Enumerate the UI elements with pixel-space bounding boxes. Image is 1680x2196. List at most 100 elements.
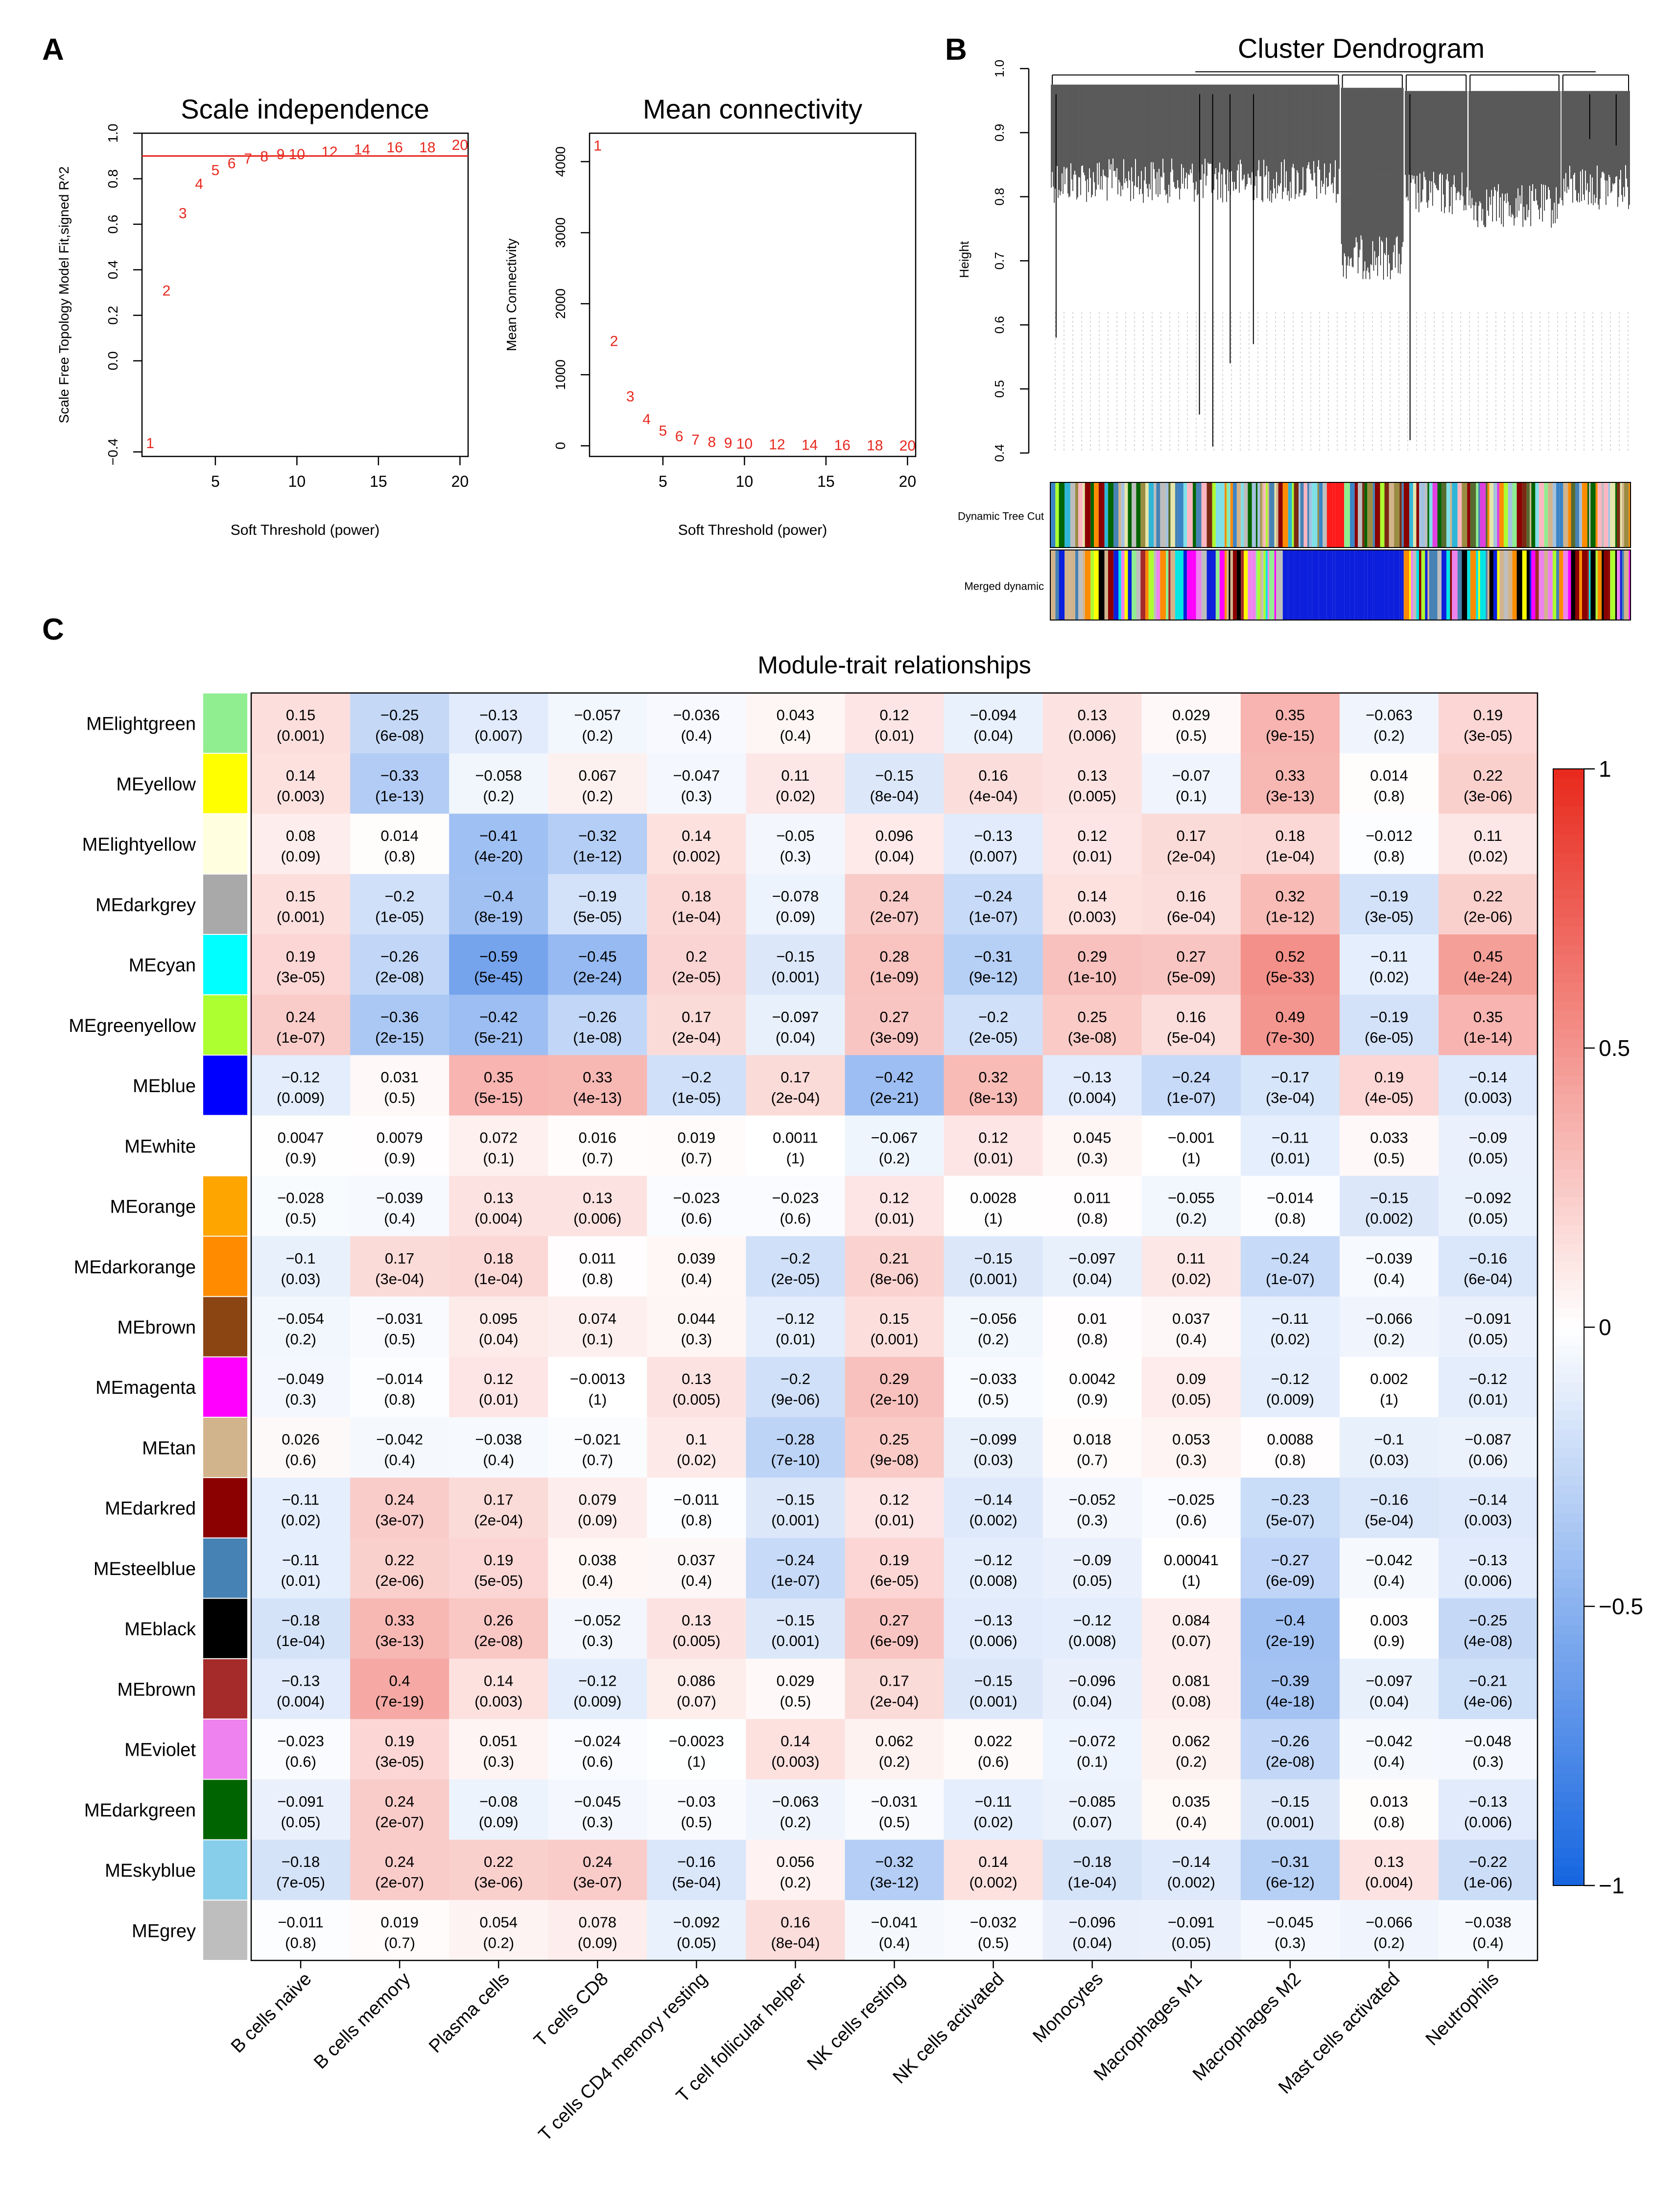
module-color-bar bbox=[1462, 482, 1467, 548]
heatmap-cell bbox=[944, 1839, 1043, 1901]
module-label: MEblack bbox=[124, 1619, 196, 1640]
module-color-bar bbox=[1154, 550, 1157, 620]
y-tick-label: 4000 bbox=[553, 146, 568, 177]
module-color-bar bbox=[1486, 550, 1488, 620]
colorbar-segment bbox=[1553, 1271, 1584, 1281]
colorbar-segment bbox=[1553, 936, 1584, 946]
cell-correlation: 0.062 bbox=[875, 1733, 914, 1750]
heatmap-cell bbox=[1339, 1779, 1439, 1840]
module-label: MEdarkorange bbox=[74, 1257, 196, 1278]
colorbar-segment bbox=[1553, 1262, 1584, 1272]
colorbar-segment bbox=[1553, 1597, 1584, 1607]
cell-pvalue: (1e-07) bbox=[969, 908, 1018, 925]
module-color-bar bbox=[1085, 482, 1091, 548]
module-color-bar bbox=[1552, 482, 1557, 548]
heatmap-cell bbox=[746, 1538, 846, 1599]
module-color-bar bbox=[1427, 550, 1429, 620]
heatmap-cell bbox=[350, 1115, 450, 1176]
module-color-bar bbox=[1476, 482, 1479, 548]
module-color-bar bbox=[1608, 482, 1610, 548]
module-color-bar bbox=[1452, 482, 1458, 548]
cell-pvalue: (0.2) bbox=[978, 1331, 1009, 1348]
heatmap-cell bbox=[1042, 753, 1142, 814]
colorbar-segment bbox=[1553, 1104, 1584, 1114]
colorbar-segment bbox=[1553, 778, 1584, 788]
colorbar-segment bbox=[1553, 1681, 1584, 1691]
cell-pvalue: (2e-08) bbox=[375, 969, 424, 986]
y-tick-label: 0.4 bbox=[105, 260, 120, 279]
cell-pvalue: (0.3) bbox=[1077, 1512, 1108, 1529]
cell-correlation: 0.45 bbox=[1473, 948, 1503, 965]
cell-pvalue: (0.04) bbox=[1369, 1693, 1409, 1710]
heatmap-cell bbox=[1339, 813, 1439, 875]
cell-correlation: −0.18 bbox=[1073, 1853, 1111, 1870]
heatmap-cell bbox=[845, 813, 945, 875]
colorbar-segment bbox=[1553, 1002, 1584, 1011]
heatmap-cell bbox=[1141, 753, 1241, 814]
colorbar-segment bbox=[1553, 1606, 1584, 1616]
module-label: MEgreenyellow bbox=[69, 1016, 196, 1036]
heatmap-cell bbox=[350, 874, 450, 935]
cell-correlation: −0.056 bbox=[970, 1310, 1017, 1327]
module-color-bar bbox=[1307, 550, 1309, 620]
cluster-dendrogram: Cluster Dendrogram Height 0.4 0.5 0.6 0.7 0.8 0… bbox=[957, 33, 1631, 621]
heatmap-cell bbox=[944, 1357, 1043, 1418]
colorbar-segment bbox=[1553, 1095, 1584, 1104]
heatmap-cell bbox=[1438, 1055, 1538, 1116]
cell-correlation: 0.17 bbox=[1177, 827, 1206, 844]
module-color-bar bbox=[1354, 482, 1358, 548]
module-color-bar bbox=[1476, 550, 1479, 620]
heatmap-cell bbox=[1141, 1719, 1241, 1780]
module-color-bar bbox=[1168, 550, 1171, 620]
module-color-bar bbox=[1118, 482, 1121, 548]
heatmap-cell bbox=[1042, 1115, 1142, 1176]
chart-title: Mean connectivity bbox=[643, 94, 862, 124]
module-label: MEdarkgrey bbox=[95, 895, 196, 915]
cell-correlation: 0.029 bbox=[777, 1672, 815, 1689]
colorbar-segment bbox=[1553, 1383, 1584, 1393]
cell-pvalue: (0.06) bbox=[1468, 1451, 1508, 1468]
module-color-bar bbox=[1480, 550, 1486, 620]
cell-correlation: −0.014 bbox=[376, 1370, 423, 1387]
cell-correlation: 0.074 bbox=[578, 1310, 616, 1327]
cell-correlation: −0.058 bbox=[475, 767, 522, 784]
heatmap-cell bbox=[548, 1236, 647, 1297]
cell-correlation: 0.014 bbox=[1370, 767, 1408, 784]
cell-pvalue: (7e-19) bbox=[375, 1693, 424, 1710]
heatmap-cell bbox=[647, 1538, 746, 1599]
heatmap-cell bbox=[944, 934, 1043, 995]
cell-pvalue: (0.4) bbox=[1176, 1814, 1207, 1831]
module-color-bar bbox=[1230, 482, 1233, 548]
module-color-bar bbox=[1335, 482, 1339, 548]
cell-correlation: −0.094 bbox=[970, 707, 1017, 724]
cell-correlation: −0.15 bbox=[974, 1672, 1012, 1689]
module-color-bar bbox=[1367, 550, 1373, 620]
cell-pvalue: (9e-15) bbox=[1266, 727, 1315, 744]
cell-pvalue: (0.09) bbox=[479, 1814, 519, 1831]
cell-correlation: 0.01 bbox=[1077, 1310, 1107, 1327]
heatmap-cell bbox=[647, 1900, 746, 1961]
module-color-bar bbox=[1354, 550, 1358, 620]
module-color-bar bbox=[1411, 550, 1413, 620]
cell-pvalue: (0.7) bbox=[384, 1934, 415, 1951]
cell-pvalue: (0.4) bbox=[681, 1572, 712, 1589]
module-color-bar bbox=[1265, 550, 1268, 620]
data-point-label: 1 bbox=[593, 138, 602, 154]
heatmap-cell bbox=[746, 1296, 846, 1358]
cell-pvalue: (0.8) bbox=[1373, 848, 1405, 865]
cell-correlation: 0.013 bbox=[1370, 1793, 1408, 1810]
cell-correlation: −0.31 bbox=[974, 948, 1012, 965]
cell-correlation: −0.12 bbox=[1073, 1612, 1111, 1629]
cell-pvalue: (0.8) bbox=[1077, 1331, 1108, 1348]
cell-pvalue: (0.7) bbox=[582, 1149, 613, 1167]
cell-correlation: −0.24 bbox=[776, 1552, 814, 1569]
module-color-bar bbox=[1317, 482, 1319, 548]
module-color-bar bbox=[1522, 482, 1527, 548]
cell-pvalue: (3e-04) bbox=[375, 1270, 424, 1288]
cell-correlation: −0.24 bbox=[974, 887, 1012, 905]
cell-pvalue: (9e-06) bbox=[771, 1391, 820, 1408]
heatmap-cell bbox=[251, 1236, 351, 1297]
cell-correlation: 0.15 bbox=[286, 887, 315, 905]
module-color-bar bbox=[1207, 482, 1212, 548]
cell-correlation: 0.17 bbox=[385, 1250, 414, 1267]
